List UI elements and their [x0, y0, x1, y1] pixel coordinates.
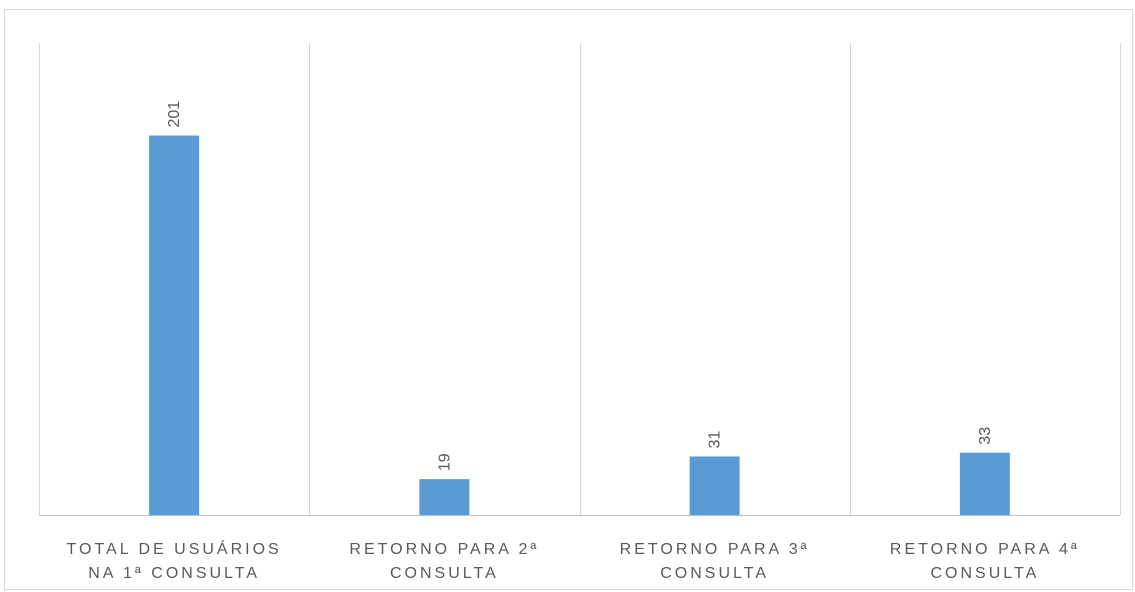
category-label: TOTAL DE USUÁRIOS: [67, 539, 282, 558]
category-label: CONSULTA: [390, 565, 499, 582]
category-label: CONSULTA: [931, 565, 1040, 582]
bar: [149, 135, 200, 515]
data-label: 19: [436, 453, 453, 471]
bars: [149, 135, 1010, 515]
category-label: NA 1ª CONSULTA: [88, 565, 260, 582]
data-label: 33: [977, 427, 994, 445]
bar-chart: 201 19 31 33 TOTAL DE USUÁRIOS NA 1ª CONSULT…: [39, 43, 1121, 582]
category-label: CONSULTA: [660, 565, 769, 582]
gridlines: [39, 43, 1121, 515]
bar: [419, 479, 470, 515]
category-label: RETORNO PARA 2ª: [349, 541, 539, 558]
data-labels: 201 19 31 33: [166, 101, 994, 471]
data-label: 31: [707, 431, 724, 449]
bar: [689, 456, 740, 515]
bar: [959, 452, 1010, 515]
category-label: RETORNO PARA 4ª: [890, 541, 1080, 558]
data-label: 201: [166, 101, 183, 128]
category-label: RETORNO PARA 3ª: [620, 541, 810, 558]
category-labels: TOTAL DE USUÁRIOS NA 1ª CONSULTA RETORNO P…: [67, 539, 1080, 582]
chart-frame: 201 19 31 33 TOTAL DE USUÁRIOS NA 1ª CONSULT…: [4, 9, 1133, 590]
